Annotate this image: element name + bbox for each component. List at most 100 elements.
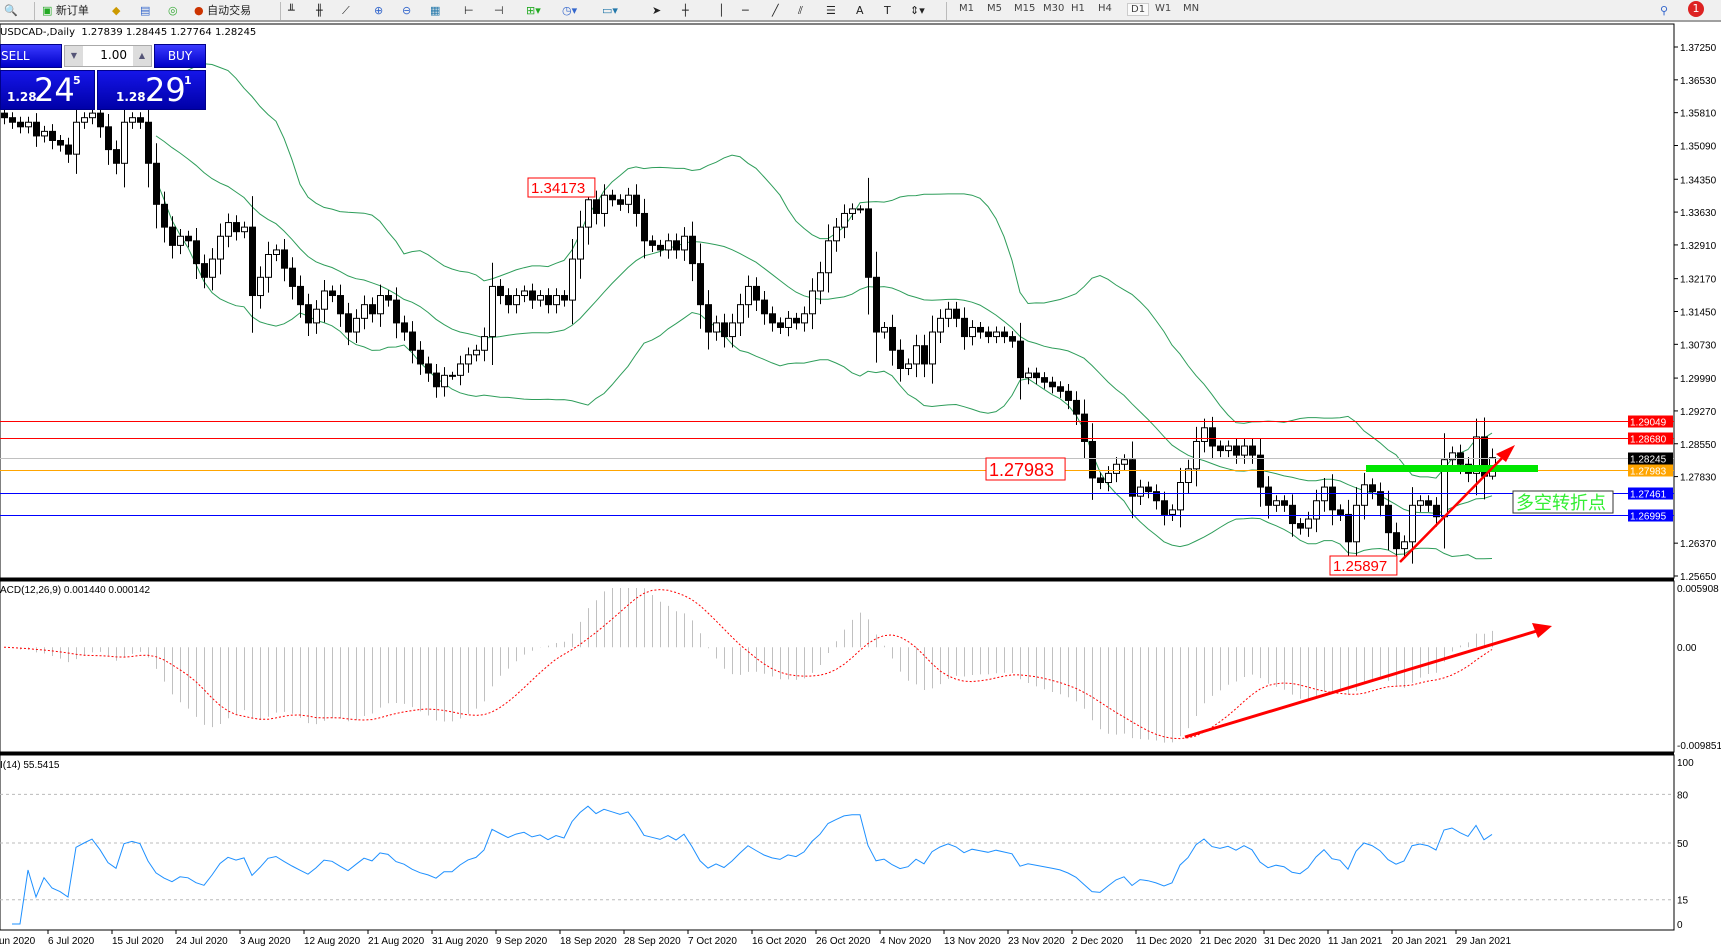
bid-price-button[interactable]: 1.28 24 5 — [0, 70, 95, 110]
equidistant-channel-icon[interactable]: ⫽ — [798, 4, 803, 17]
ask-price-button[interactable]: 1.28 29 1 — [97, 70, 206, 110]
date-label: Jun 2020 — [0, 936, 36, 946]
bear-candle — [345, 313, 352, 333]
crosshair-icon[interactable]: ┼ — [682, 4, 689, 17]
vertical-line-icon[interactable]: │ — [718, 4, 725, 17]
bear-candle — [561, 295, 568, 301]
date-label: 31 Aug 2020 — [432, 936, 489, 946]
bear-candle — [169, 226, 176, 246]
timeframe-h1[interactable]: H1 — [1071, 3, 1085, 14]
decrease-lot-icon[interactable]: ▼ — [65, 46, 83, 66]
signals-icon[interactable]: ◎ — [168, 4, 178, 17]
timeframe-d1[interactable]: D1 — [1127, 3, 1150, 16]
cursor-icon[interactable]: ➤ — [652, 4, 662, 17]
rsi-tick-label: 15 — [1677, 896, 1689, 907]
rsi-tick-label: 0 — [1677, 920, 1683, 931]
fibonacci-icon[interactable]: ☰ — [826, 4, 836, 17]
timeframe-m15[interactable]: M15 — [1014, 3, 1036, 14]
terminal-icon[interactable]: ▤ — [140, 4, 151, 17]
notification-badge[interactable]: 1 — [1688, 1, 1704, 17]
text-label-icon[interactable]: T — [884, 4, 891, 17]
bull-candle — [265, 253, 272, 278]
price-line-badge — [1628, 452, 1673, 465]
candlestick-icon[interactable]: ╫ — [316, 4, 323, 17]
price-tick-label: 1.34350 — [1680, 175, 1717, 186]
timeframe-m5[interactable]: M5 — [987, 3, 1002, 14]
bear-candle — [201, 263, 208, 278]
bull-candle — [1177, 482, 1184, 511]
rsi-panel-frame — [0, 754, 1675, 931]
indicators-icon[interactable]: ⊞▾ — [526, 4, 541, 17]
autoscroll-icon[interactable]: ⊣ — [494, 4, 504, 17]
periods-icon[interactable]: ◷▾ — [562, 4, 578, 17]
buy-button[interactable]: BUY — [154, 44, 206, 68]
bear-candle — [185, 235, 192, 242]
bull-candle — [841, 212, 848, 228]
ask-prefix: 1.28 — [116, 90, 146, 104]
bear-candle — [1129, 459, 1136, 497]
zoom-in-icon[interactable]: ⊕ — [374, 4, 384, 17]
ohlc-readout: 1.27839 1.28445 1.27764 1.28245 — [81, 27, 257, 38]
timeframe-h4[interactable]: H4 — [1098, 3, 1112, 14]
navigator-icon[interactable]: ◆ — [112, 4, 121, 17]
tile-windows-icon[interactable]: ▦ — [430, 4, 441, 17]
bear-candle — [329, 290, 336, 297]
price-tick-label: 1.32910 — [1680, 241, 1717, 252]
line-chart-icon[interactable]: ⟋ — [342, 4, 350, 17]
macd-tick-label: 0.005908 — [1677, 584, 1719, 595]
bear-candle — [1089, 440, 1096, 479]
templates-icon[interactable]: ▭▾ — [602, 4, 618, 17]
bear-candle — [889, 326, 896, 351]
bull-candle — [553, 295, 560, 306]
lot-size-input[interactable]: ▼ 1.00 ▲ — [64, 45, 152, 67]
bull-candle — [449, 374, 456, 377]
bull-candle — [89, 112, 96, 119]
bear-candle — [193, 240, 200, 265]
bear-candle — [297, 285, 304, 306]
bear-candle — [393, 299, 400, 324]
bar-chart-icon[interactable]: ╨ — [288, 4, 295, 17]
bear-candle — [9, 117, 16, 123]
increase-lot-icon[interactable]: ▲ — [133, 46, 151, 66]
timeframe-mn[interactable]: MN — [1183, 3, 1200, 14]
bull-candle — [849, 208, 856, 214]
bear-candle — [921, 345, 928, 365]
sell-button[interactable]: SELL — [0, 44, 62, 68]
bull-candle — [273, 249, 280, 255]
bull-candle — [913, 345, 920, 365]
new-order-button[interactable]: ▣ 新订单 — [42, 2, 89, 20]
arrows-icon[interactable]: ⇕▾ — [910, 4, 925, 17]
price-tick-label: 1.27830 — [1680, 473, 1717, 484]
bear-candle — [369, 304, 376, 315]
bid-pip: 5 — [73, 74, 81, 87]
timeframe-w1[interactable]: W1 — [1155, 3, 1172, 14]
bear-candle — [1049, 381, 1056, 388]
timeframe-m30[interactable]: M30 — [1043, 3, 1065, 14]
print-preview-icon[interactable]: 🔍 — [4, 4, 18, 17]
bear-candle — [1281, 500, 1288, 506]
trendline-icon[interactable]: ╱ — [772, 4, 779, 17]
bear-candle — [385, 295, 392, 301]
bear-candle — [1257, 454, 1264, 488]
text-icon[interactable]: A — [856, 4, 864, 17]
separator — [34, 2, 35, 20]
bear-candle — [593, 199, 600, 214]
date-label: 2 Dec 2020 — [1072, 936, 1124, 946]
bear-candle — [1297, 523, 1304, 529]
timeframe-m1[interactable]: M1 — [959, 3, 974, 14]
horizontal-line-icon[interactable]: ─ — [742, 4, 749, 17]
turning-point-box — [1512, 490, 1614, 514]
chart-shift-icon[interactable]: ⊢ — [464, 4, 474, 17]
bull-candle — [585, 199, 592, 228]
auto-trading-button[interactable]: ● 自动交易 — [194, 2, 251, 20]
zoom-out-icon[interactable]: ⊖ — [402, 4, 412, 17]
bull-candle — [41, 130, 48, 137]
bear-candle — [161, 203, 168, 228]
price-tick-label: 1.35090 — [1680, 142, 1717, 153]
bull-candle — [1025, 372, 1032, 379]
search-icon[interactable]: ⚲ — [1660, 4, 1669, 17]
bear-candle — [1385, 504, 1392, 534]
bull-candle — [521, 290, 528, 297]
bear-candle — [609, 194, 616, 201]
